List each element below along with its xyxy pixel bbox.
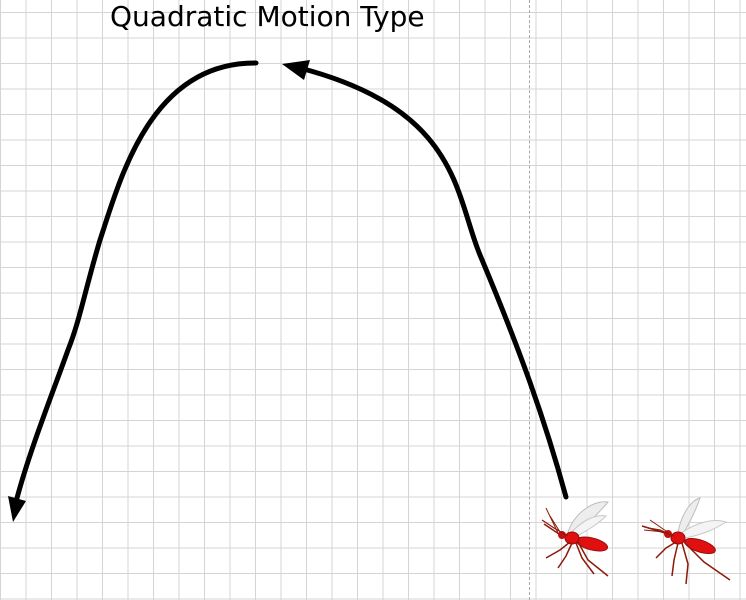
diagram-title: Quadratic Motion Type [110, 0, 425, 33]
mosquito-icon [541, 501, 609, 577]
ascent-path [297, 65, 569, 500]
apex-arrowhead-icon [282, 60, 310, 80]
end-arrowhead-icon [8, 496, 26, 522]
dashed-divider [529, 0, 530, 600]
descent-path [14, 60, 259, 501]
mosquito-icon [641, 497, 731, 585]
